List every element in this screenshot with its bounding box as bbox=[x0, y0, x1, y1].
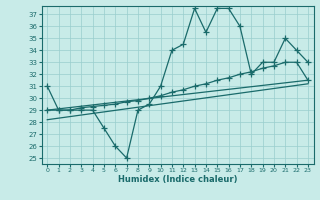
X-axis label: Humidex (Indice chaleur): Humidex (Indice chaleur) bbox=[118, 175, 237, 184]
